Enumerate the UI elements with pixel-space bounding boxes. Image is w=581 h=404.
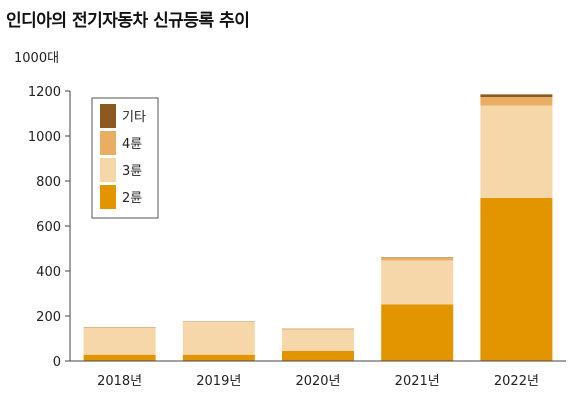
legend-label: 3륜: [122, 164, 142, 179]
x-tick-label: 2020년: [295, 374, 340, 389]
y-tick-label: 800: [36, 175, 61, 190]
y-axis-ticks: 0 200 400 600 800 1000 1200: [28, 85, 70, 370]
legend: 기타 4륜 3륜 2륜: [91, 97, 159, 219]
y-unit-label: 1000대: [14, 51, 60, 66]
y-tick-label: 1200: [28, 85, 61, 100]
y-tick-label: 600: [36, 220, 61, 235]
x-tick-label: 2018년: [97, 374, 142, 389]
bar-segment: [83, 327, 156, 355]
bar-segment: [381, 260, 454, 305]
legend-swatch: [100, 158, 116, 182]
y-tick-label: 200: [36, 310, 61, 325]
bar-segment: [282, 329, 354, 351]
bar-segment: [381, 304, 454, 361]
y-tick-label: 1000: [28, 130, 61, 145]
chart-title: 인디아의 전기자동차 신규등록 추이: [6, 11, 250, 31]
x-tick-label: 2019년: [196, 374, 241, 389]
bar-segment: [480, 97, 553, 106]
bar-segment: [480, 105, 553, 198]
legend-label: 2륜: [122, 191, 142, 206]
bar-segment: [282, 328, 354, 330]
y-tick-label: 0: [53, 355, 61, 370]
bar-segment: [480, 197, 553, 361]
legend-swatch: [100, 185, 116, 209]
bar-segment: [381, 257, 454, 261]
legend-swatch: [100, 104, 116, 128]
x-axis-ticks: 2018년 2019년 2020년 2021년 2022년: [97, 374, 539, 389]
bar-segment: [480, 94, 553, 98]
legend-swatch: [100, 131, 116, 155]
legend-label: 기타: [122, 110, 146, 125]
bar-segment: [182, 322, 255, 355]
bar-segment: [83, 354, 156, 361]
legend-label: 4륜: [122, 137, 142, 152]
bar-segment: [282, 350, 354, 361]
y-tick-label: 400: [36, 265, 61, 280]
bars-group: [83, 94, 553, 361]
x-tick-label: 2021년: [395, 374, 440, 389]
x-tick-label: 2022년: [494, 374, 539, 389]
bar-segment: [182, 354, 255, 361]
